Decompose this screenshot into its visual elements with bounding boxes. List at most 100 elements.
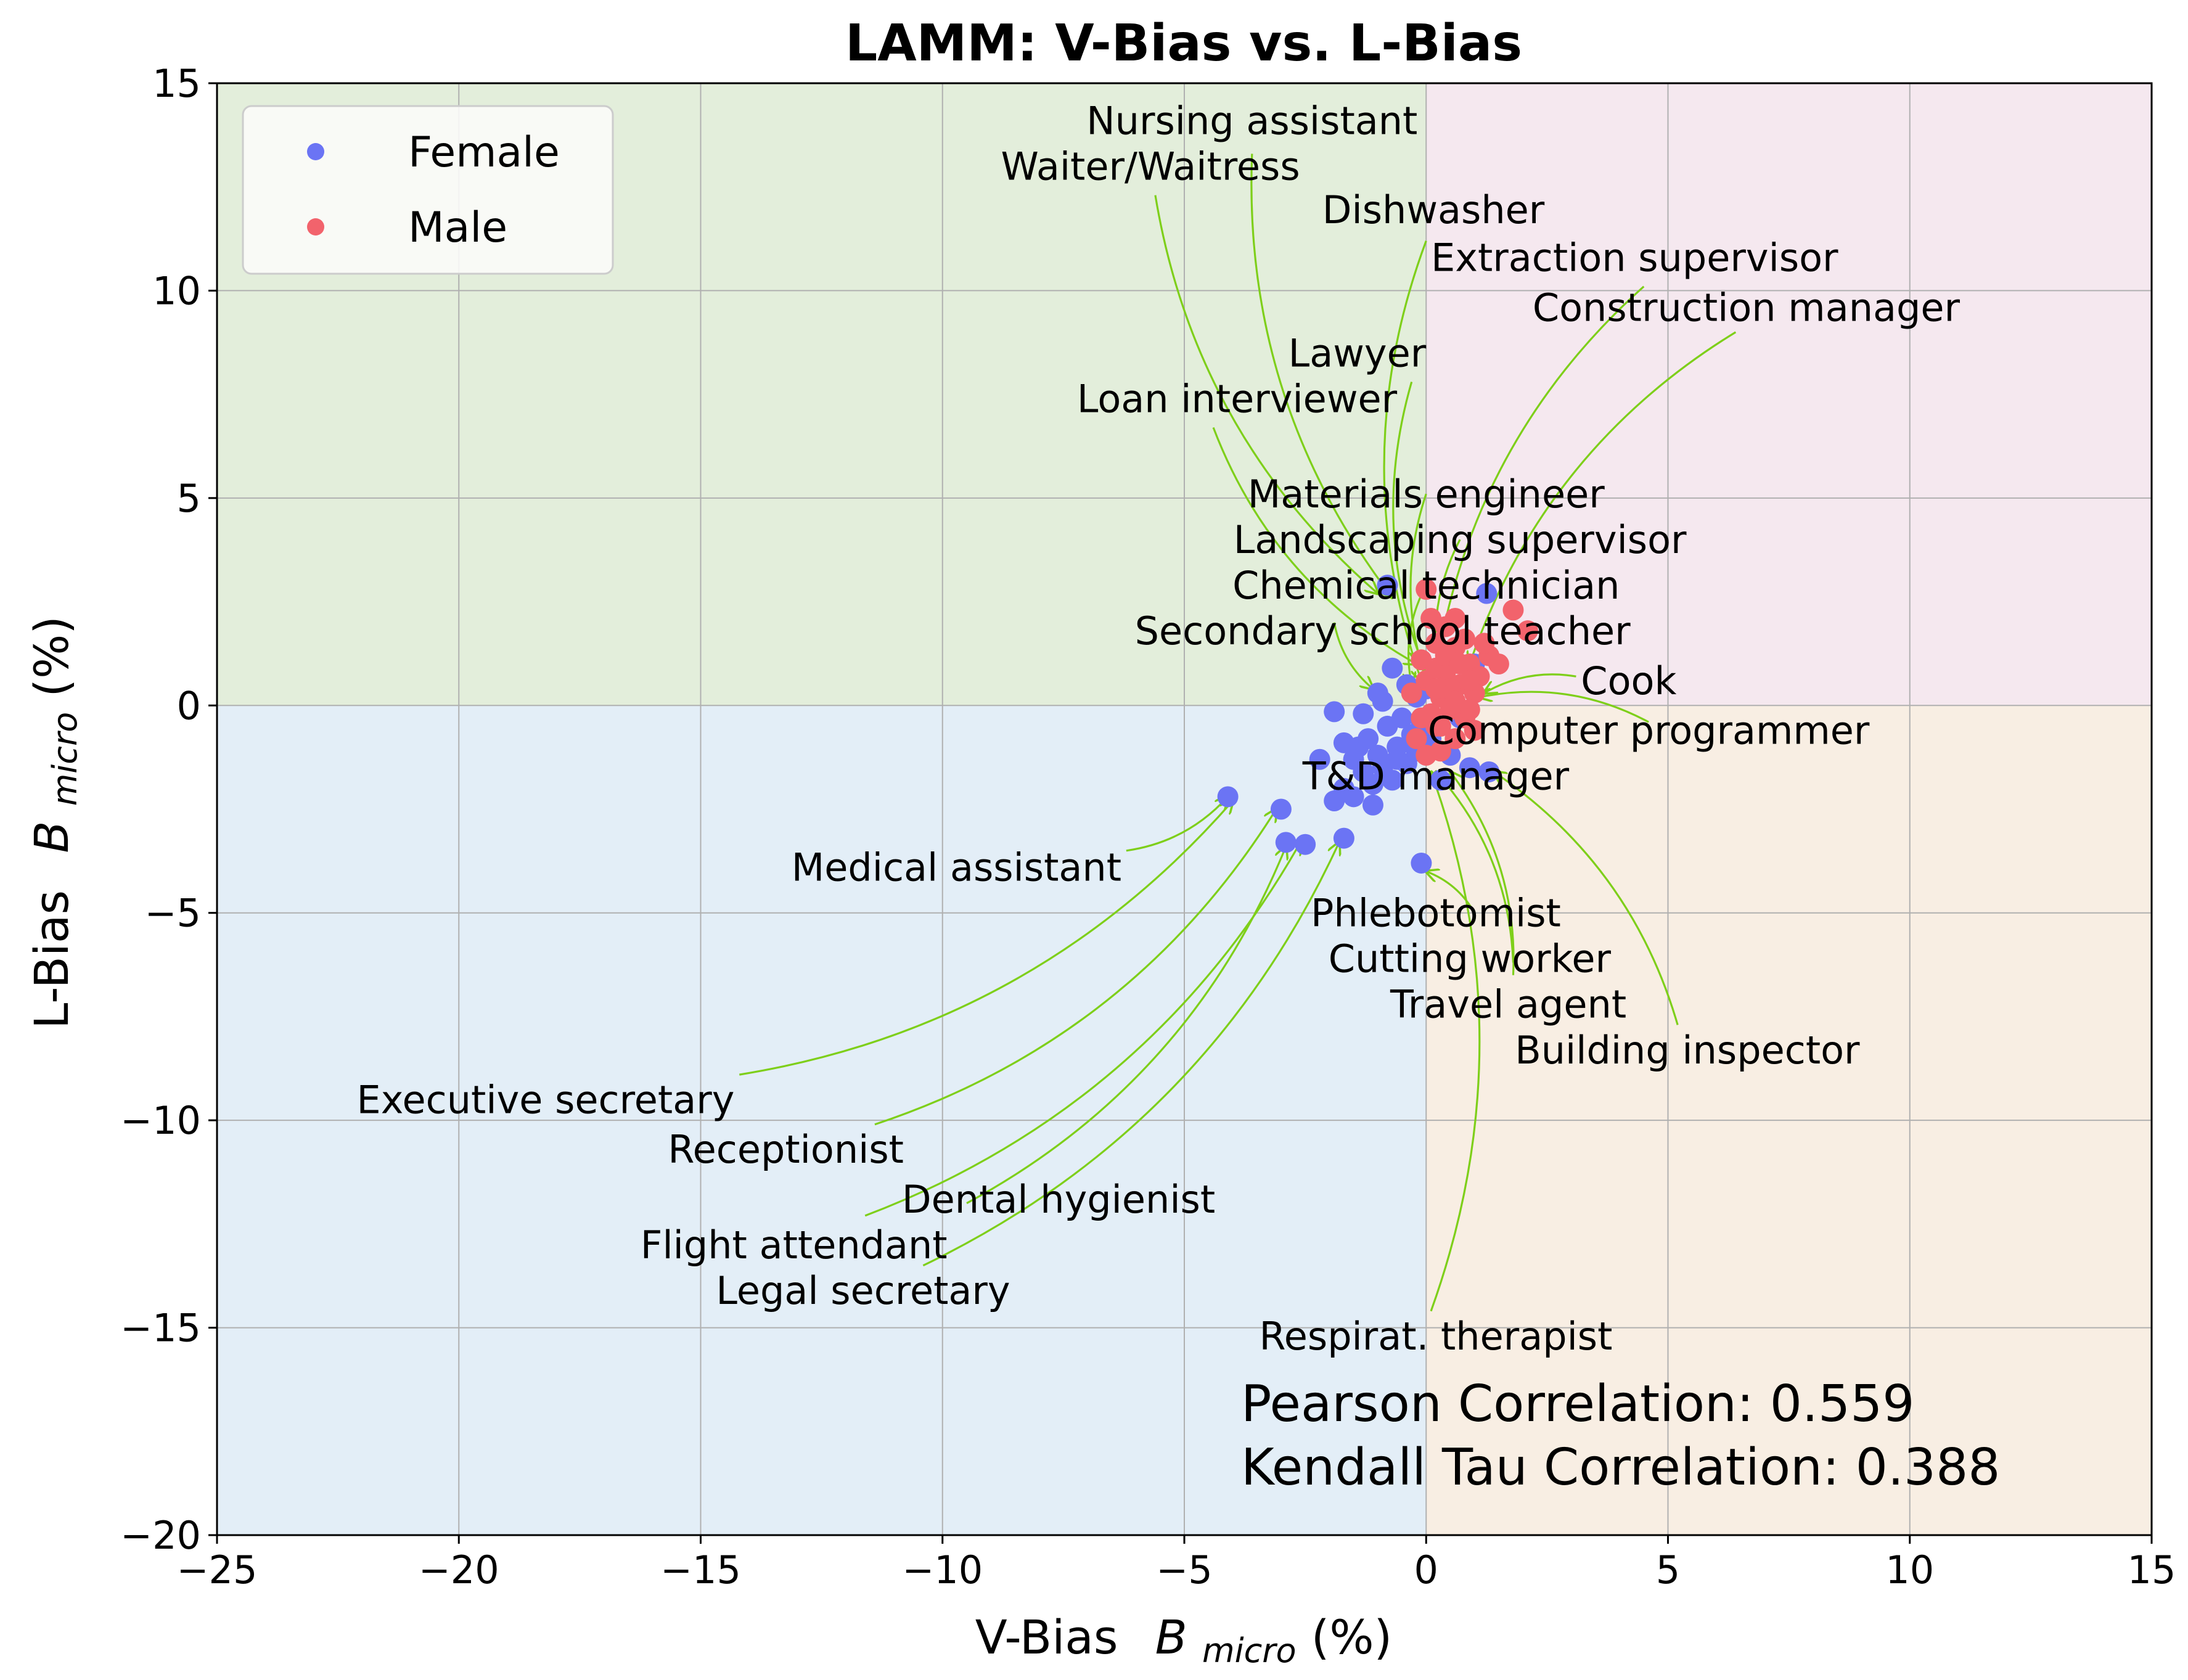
annotation-label: Medical assistant — [792, 845, 1121, 890]
data-point-female — [1382, 657, 1403, 679]
annotation-arrow — [1431, 772, 1481, 1312]
legend-marker-male — [307, 218, 324, 236]
annotation-arrow — [1426, 871, 1476, 914]
annotation-label: Materials engineer — [1248, 472, 1605, 517]
annotation-label: Cutting worker — [1329, 936, 1612, 981]
x-axis-label-subscript: micro — [1202, 1631, 1297, 1670]
x-tick-label: 5 — [1656, 1547, 1680, 1592]
annotation-arrow — [1250, 154, 1392, 597]
data-point-female — [1333, 732, 1354, 753]
kendall-correlation-text: Kendall Tau Correlation: 0.388 — [1241, 1438, 2000, 1497]
data-point-male — [1473, 633, 1495, 654]
data-point-female — [1411, 852, 1432, 874]
data-point-female — [1430, 769, 1451, 791]
annotation-label: Travel agent — [1390, 982, 1626, 1027]
legend-label-male: Male — [408, 203, 507, 252]
data-point-female — [1459, 757, 1480, 779]
data-point-female — [1358, 728, 1379, 750]
x-tick-label: −15 — [660, 1547, 741, 1592]
annotation-label: Lawyer — [1289, 330, 1427, 375]
annotation-arrow — [1436, 285, 1645, 673]
x-tick-label: 10 — [1885, 1547, 1934, 1592]
annotation-label: Dishwasher — [1322, 187, 1545, 232]
y-tick-label: −20 — [120, 1513, 201, 1558]
data-point-female — [1309, 748, 1330, 770]
legend-label-female: Female — [408, 128, 560, 177]
annotation-arrow — [1212, 427, 1416, 664]
annotation-arrow — [1470, 331, 1737, 664]
y-tick-label: 10 — [152, 268, 201, 313]
annotation-label: Waiter/Waitress — [1001, 144, 1300, 189]
y-tick-label: 5 — [177, 476, 201, 521]
annotation-arrow — [874, 809, 1276, 1126]
chart-title: LAMM: V-Bias vs. L-Bias — [845, 14, 1522, 73]
x-tick-label: 0 — [1414, 1547, 1438, 1592]
data-point-female — [1362, 774, 1383, 795]
data-point-female — [1387, 748, 1408, 770]
data-point-female — [1275, 832, 1297, 853]
data-points — [1217, 575, 1538, 874]
data-point-female — [1478, 761, 1500, 782]
data-point-male — [1401, 682, 1422, 704]
annotation-label: Executive secretary — [357, 1078, 735, 1123]
x-axis-label-unit: (%) — [1311, 1610, 1393, 1665]
annotation-label: Secondary school teacher — [1135, 608, 1631, 654]
data-point-male — [1444, 607, 1466, 629]
data-point-female — [1324, 701, 1345, 723]
data-point-male — [1406, 728, 1427, 750]
annotation-arrow — [739, 801, 1232, 1076]
annotation-arrow — [922, 842, 1339, 1267]
data-point-male — [1416, 578, 1437, 600]
y-axis-label-text: L-Bias — [24, 890, 79, 1029]
data-point-male — [1420, 607, 1442, 629]
pearson-correlation-text: Pearson Correlation: 0.559 — [1241, 1375, 1914, 1433]
data-point-male — [1411, 707, 1432, 729]
annotation-label: Loan interviewer — [1077, 376, 1398, 421]
annotation-arrow — [1154, 195, 1378, 594]
legend: Female Male — [242, 105, 614, 275]
data-point-male — [1488, 654, 1509, 674]
annotation-arrow — [1450, 772, 1515, 975]
annotation-label: Landscaping supervisor — [1234, 517, 1687, 562]
data-point-male — [1464, 719, 1485, 741]
x-tick-label: 15 — [2128, 1547, 2176, 1592]
data-point-male — [1430, 715, 1451, 737]
annotation-label: T&D manager — [1302, 754, 1570, 799]
annotation-label: Extraction supervisor — [1431, 236, 1838, 281]
annotation-label: Dental hygienist — [902, 1177, 1215, 1222]
data-point-male — [1454, 628, 1476, 650]
x-tick-label: −20 — [419, 1547, 499, 1592]
annotation-label: Phlebotomist — [1311, 891, 1561, 936]
legend-box — [242, 105, 614, 275]
annotation-label: Building inspector — [1515, 1028, 1860, 1073]
annotation-label: Respirat. therapist — [1259, 1314, 1612, 1359]
y-tick-label: 15 — [152, 61, 201, 106]
data-point-male — [1459, 670, 1480, 691]
y-tick-label: −5 — [145, 891, 201, 936]
data-point-female — [1295, 834, 1316, 855]
data-point-female — [1391, 707, 1413, 729]
data-point-male — [1444, 728, 1466, 750]
data-point-female — [1362, 794, 1383, 816]
annotation-arrow — [1480, 692, 1649, 723]
annotation-arrow — [1383, 240, 1427, 681]
data-point-female — [1476, 583, 1498, 604]
data-point-female — [1217, 786, 1239, 808]
annotation-arrow — [1494, 772, 1679, 1025]
annotation-label: Nursing assistant — [1086, 99, 1417, 144]
data-point-male — [1444, 690, 1466, 712]
data-point-female — [1270, 798, 1292, 820]
annotation-label: Legal secretary — [716, 1268, 1010, 1313]
data-point-male — [1517, 620, 1538, 642]
x-axis-label-text: V-Bias — [975, 1610, 1118, 1665]
data-point-female — [1353, 703, 1374, 724]
x-axis-label-symbol: B — [1155, 1610, 1187, 1665]
y-tick-label: −10 — [120, 1098, 201, 1143]
data-point-female — [1377, 575, 1398, 596]
y-axis-label-symbol: B — [24, 821, 79, 853]
x-tick-label: −10 — [902, 1547, 983, 1592]
annotation-label: Construction manager — [1533, 285, 1961, 330]
